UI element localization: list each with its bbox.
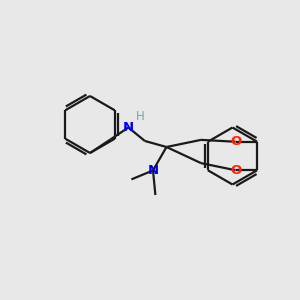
Text: O: O (230, 164, 241, 177)
Text: H: H (136, 110, 145, 124)
Text: O: O (230, 135, 241, 148)
Text: N: N (147, 164, 159, 177)
Text: N: N (123, 121, 134, 134)
